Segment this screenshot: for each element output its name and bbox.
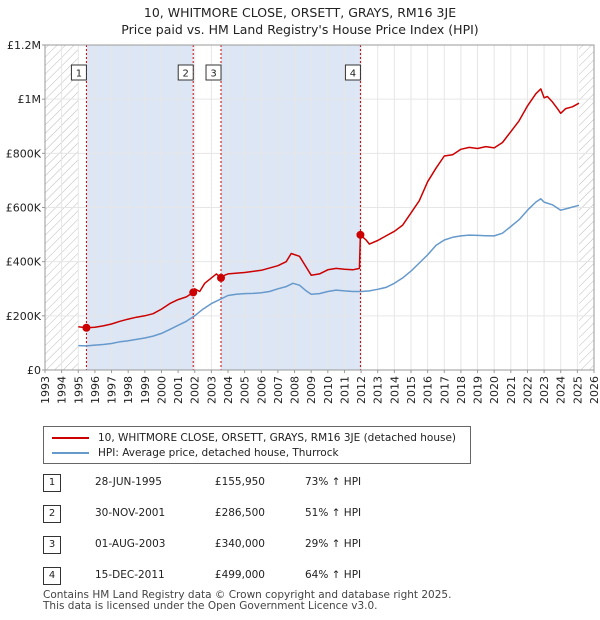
x-tick-label: 2024 xyxy=(555,376,568,404)
x-tick-label: 2002 xyxy=(189,376,202,404)
sale-number-badge: 1 xyxy=(43,474,61,492)
x-tick-label: 1995 xyxy=(72,376,85,404)
x-tick-label: 1996 xyxy=(89,376,102,404)
legend: 10, WHITMORE CLOSE, ORSETT, GRAYS, RM16 … xyxy=(43,426,471,464)
sale-marker-label: 4 xyxy=(350,69,356,80)
x-tick-label: 1994 xyxy=(56,376,69,404)
x-tick-label: 2016 xyxy=(422,376,435,404)
sale-date: 30-NOV-2001 xyxy=(95,507,166,519)
sale-price: £499,000 xyxy=(214,569,265,581)
x-tick-label: 2004 xyxy=(222,376,235,404)
series-lines xyxy=(78,88,580,347)
sale-marker-box xyxy=(205,64,222,81)
y-tick-label: £0 xyxy=(27,364,41,377)
x-tick-label: 1998 xyxy=(122,376,135,404)
y-tick-label: £1M xyxy=(18,93,42,106)
sale-point xyxy=(217,273,226,282)
sale-hpi-change: 29% ↑ HPI xyxy=(305,538,362,550)
x-tick-label: 2019 xyxy=(472,376,485,404)
y-tick-label: £1.2M xyxy=(7,39,41,52)
sale-row: 4 15-DEC-2011 £499,000 64% ↑ HPI xyxy=(43,566,583,588)
footer-licence: This data is licensed under the Open Gov… xyxy=(43,600,378,612)
sale-marker-box xyxy=(70,64,87,81)
x-tick-label: 2023 xyxy=(538,376,551,404)
legend-label-property: 10, WHITMORE CLOSE, ORSETT, GRAYS, RM16 … xyxy=(98,432,456,444)
sale-marker-box xyxy=(344,64,361,81)
x-tick-label: 2011 xyxy=(338,376,351,404)
y-tick-label: £800K xyxy=(6,147,42,160)
sale-point xyxy=(356,230,365,239)
sale-hpi-change: 73% ↑ HPI xyxy=(305,476,362,488)
sale-date: 15-DEC-2011 xyxy=(95,569,165,581)
footer: Contains HM Land Registry data © Crown c… xyxy=(43,590,451,612)
x-tick-label: 2012 xyxy=(355,376,368,404)
y-tick-label: £200K xyxy=(6,310,42,323)
sale-number-badge: 3 xyxy=(43,536,61,554)
x-tick-label: 2026 xyxy=(588,376,600,404)
sale-row: 2 30-NOV-2001 £286,500 51% ↑ HPI xyxy=(43,504,583,526)
x-tick-label: 2007 xyxy=(272,376,285,404)
sale-point xyxy=(189,288,198,297)
legend-item-property: 10, WHITMORE CLOSE, ORSETT, GRAYS, RM16 … xyxy=(52,431,456,445)
x-tick-label: 2005 xyxy=(239,376,252,404)
x-tick-label: 2020 xyxy=(488,376,501,404)
x-tick-label: 2022 xyxy=(521,376,534,404)
sale-marker: 1 xyxy=(70,64,87,81)
series-line xyxy=(78,88,580,329)
x-tick-label: 1993 xyxy=(39,376,52,404)
sale-point xyxy=(82,323,91,332)
sale-hpi-change: 64% ↑ HPI xyxy=(305,569,362,581)
x-tick-label: 2006 xyxy=(255,376,268,404)
x-tick-label: 2013 xyxy=(372,376,385,404)
sale-marker-label: 1 xyxy=(76,69,82,80)
x-tick-label: 2000 xyxy=(155,376,168,404)
x-tick-label: 2015 xyxy=(405,376,418,404)
sale-marker-label: 3 xyxy=(210,69,216,80)
x-tick-label: 2018 xyxy=(455,376,468,404)
sale-marker: 2 xyxy=(177,64,194,81)
x-tick-label: 2010 xyxy=(322,376,335,404)
sale-price: £340,000 xyxy=(214,538,265,550)
sale-price: £155,950 xyxy=(214,476,265,488)
sale-row: 3 01-AUG-2003 £340,000 29% ↑ HPI xyxy=(43,535,583,557)
y-tick-label: £400K xyxy=(6,256,42,269)
series-line xyxy=(78,198,580,347)
x-tick-label: 1999 xyxy=(139,376,152,404)
x-tick-label: 2001 xyxy=(172,376,185,404)
sale-date: 01-AUG-2003 xyxy=(95,538,166,550)
x-tick-label: 2008 xyxy=(289,376,302,404)
x-tick-label: 2009 xyxy=(305,376,318,404)
chart-subtitle: Price paid vs. HM Land Registry's House … xyxy=(121,22,479,37)
chart-title-block: 10, WHITMORE CLOSE, ORSETT, GRAYS, RM16 … xyxy=(0,4,600,38)
legend-label-hpi: HPI: Average price, detached house, Thur… xyxy=(98,447,339,459)
x-tick-label: 2003 xyxy=(205,376,218,404)
sale-marker-box xyxy=(177,64,194,81)
legend-item-hpi: HPI: Average price, detached house, Thur… xyxy=(52,446,339,460)
sale-marker: 4 xyxy=(344,64,361,81)
x-tick-label: 2014 xyxy=(388,376,401,404)
sale-hpi-change: 51% ↑ HPI xyxy=(305,507,362,519)
sale-marker-label: 2 xyxy=(183,69,189,80)
sale-number-badge: 2 xyxy=(43,505,61,523)
chart-title: 10, WHITMORE CLOSE, ORSETT, GRAYS, RM16 … xyxy=(143,5,457,20)
x-tick-label: 2025 xyxy=(571,376,584,404)
legend-swatch-hpi xyxy=(52,452,89,454)
sale-number-badge: 4 xyxy=(43,567,61,585)
footer-copyright: Contains HM Land Registry data © Crown c… xyxy=(43,589,452,601)
x-tick-label: 2017 xyxy=(438,376,451,404)
sale-date: 28-JUN-1995 xyxy=(95,476,162,488)
legend-swatch-property xyxy=(52,437,89,439)
x-tick-label: 1997 xyxy=(106,376,119,404)
sale-price: £286,500 xyxy=(214,507,265,519)
sale-marker-labels: 1 2 3 4 xyxy=(70,64,361,81)
sale-marker: 3 xyxy=(205,64,222,81)
x-tick-label: 2021 xyxy=(505,376,518,404)
sale-row: 1 28-JUN-1995 £155,950 73% ↑ HPI xyxy=(43,473,583,495)
y-tick-label: £600K xyxy=(6,202,42,215)
sale-points xyxy=(82,230,365,332)
